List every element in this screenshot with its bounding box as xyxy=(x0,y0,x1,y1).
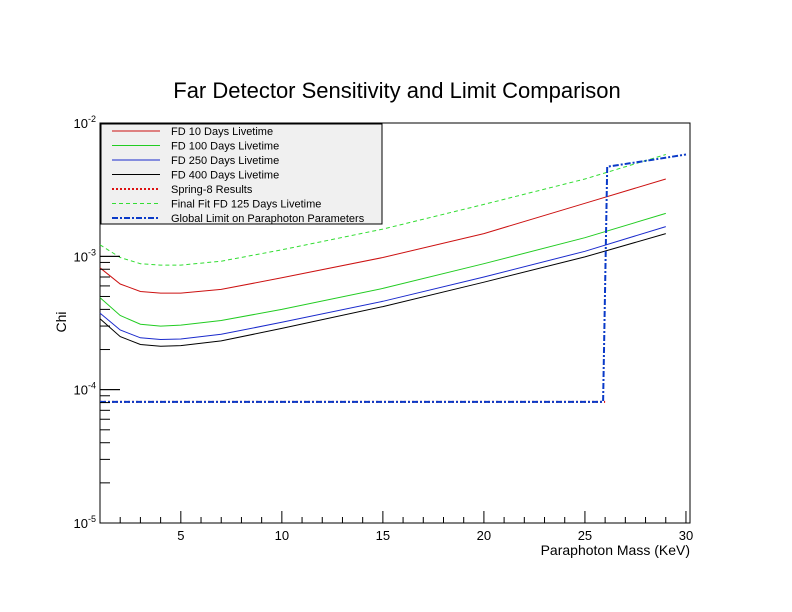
series-layer xyxy=(99,153,687,403)
x-tick-label: 10 xyxy=(275,528,289,543)
legend: FD 10 Days Livetime FD 100 Days Livetime F… xyxy=(100,123,383,225)
x-tick-label: 20 xyxy=(477,528,491,543)
series-line-5 xyxy=(99,154,666,266)
chart-title: Far Detector Sensitivity and Limit Compa… xyxy=(173,78,621,103)
x-tick-label: 5 xyxy=(177,528,184,543)
y-tick-label: 10-4 xyxy=(74,381,96,398)
y-axis-label: Chi xyxy=(53,311,69,332)
x-axis-label: Paraphoton Mass (KeV) xyxy=(541,542,690,558)
y-tick-label: 10-2 xyxy=(74,114,96,131)
plot-area: 5 10 15 20 25 30 10-5 10-4 10-3 10-2 xyxy=(74,114,694,543)
series-line-0 xyxy=(99,178,666,294)
legend-label: FD 100 Days Livetime xyxy=(171,141,279,153)
series-line-2 xyxy=(99,226,666,341)
legend-label: Global Limit on Paraphoton Parameters xyxy=(171,213,365,225)
y-tick-label: 10-3 xyxy=(74,247,96,264)
legend-label: FD 10 Days Livetime xyxy=(171,126,273,138)
x-tick-label: 15 xyxy=(376,528,390,543)
y-tick-label: 10-5 xyxy=(74,514,96,531)
x-axis: 5 10 15 20 25 30 xyxy=(99,511,693,543)
series-line-1 xyxy=(99,212,666,327)
legend-label: Spring-8 Results xyxy=(171,184,253,196)
legend-label: FD 400 Days Livetime xyxy=(171,170,279,182)
plot-frame xyxy=(99,122,691,524)
legend-label: Final Fit FD 125 Days Livetime xyxy=(171,199,321,211)
x-tick-label: 30 xyxy=(679,528,693,543)
legend-label: FD 250 Days Livetime xyxy=(171,155,279,167)
series-line-3 xyxy=(99,233,666,347)
x-tick-label: 25 xyxy=(578,528,592,543)
